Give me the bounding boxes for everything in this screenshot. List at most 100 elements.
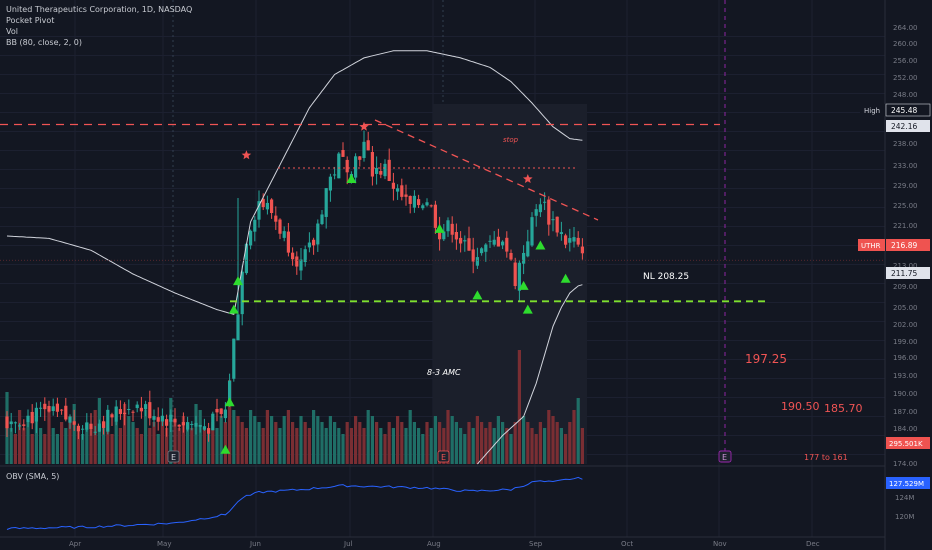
volume-bar: [341, 434, 345, 464]
high-label: High: [864, 107, 880, 115]
volume-bar: [534, 434, 538, 464]
indicator-volume[interactable]: Vol: [6, 27, 18, 36]
volume-bar: [85, 422, 89, 464]
target-190: 190.50: [781, 400, 820, 413]
candle-body: [232, 338, 236, 379]
earnings-marker-2[interactable]: E: [437, 450, 450, 463]
volume-bar: [463, 434, 467, 464]
volume-bar: [404, 428, 408, 464]
volume-bar: [522, 416, 526, 464]
volume-bar: [60, 422, 64, 464]
volume-bar: [207, 434, 211, 464]
price-tick: 205.00: [893, 304, 918, 312]
svg-text:E: E: [441, 453, 446, 462]
candle-body: [194, 422, 198, 427]
earnings-marker-1[interactable]: E: [167, 450, 180, 463]
bb-shade: [433, 104, 587, 464]
candle-body: [139, 407, 143, 412]
volume-bar: [215, 428, 219, 464]
volume-bar: [43, 434, 47, 464]
candle-body: [509, 252, 513, 260]
candle-body: [517, 262, 521, 291]
candle-body: [387, 159, 391, 181]
candle-body: [417, 199, 421, 206]
candle-body: [547, 199, 551, 225]
volume-bar: [181, 416, 185, 464]
candle-body: [446, 220, 450, 232]
volume-bar: [198, 410, 202, 464]
time-tick: Apr: [69, 540, 81, 548]
candle-body: [576, 237, 580, 245]
candle-body: [43, 403, 47, 410]
candle-body: [425, 202, 429, 206]
trend-line: [374, 119, 599, 221]
candle-body: [429, 205, 433, 207]
volume-bar: [22, 428, 26, 464]
obv-value: 127.529M: [889, 480, 924, 488]
obv-tick: 120M: [895, 513, 914, 521]
candle-body: [383, 163, 387, 177]
candle-body: [555, 216, 559, 233]
volume-bar: [152, 422, 156, 464]
earnings-marker-3[interactable]: E: [718, 450, 732, 463]
price-tick: 238.00: [893, 140, 918, 148]
volume-bar: [333, 422, 337, 464]
volume-bars: [5, 350, 584, 464]
volume-bar: [555, 422, 559, 464]
candle-body: [261, 198, 265, 208]
volume-bar: [148, 428, 152, 464]
bollinger-bands: [6, 50, 583, 465]
candle-body: [543, 201, 547, 203]
candle-body: [538, 204, 542, 213]
price-tick: 233.00: [893, 162, 918, 170]
obv-legend[interactable]: OBV (SMA, 5): [6, 472, 60, 481]
candle-body: [26, 415, 30, 423]
volume-bar: [379, 428, 383, 464]
svg-text:E: E: [171, 453, 176, 462]
candle-body: [135, 404, 139, 409]
indicator-bollinger[interactable]: BB (80, close, 2, 0): [6, 38, 82, 47]
candle-body: [471, 249, 475, 262]
volume-bar: [576, 398, 580, 464]
candle-body: [312, 239, 316, 246]
candle-body: [396, 188, 400, 192]
bb-badge: [886, 120, 930, 132]
volume-bar: [526, 422, 530, 464]
volume-bar: [123, 404, 127, 464]
candle-body: [123, 412, 127, 415]
volume-bar: [253, 416, 257, 464]
time-tick: Oct: [621, 540, 633, 548]
candle-body: [370, 152, 374, 177]
volume-bar: [223, 422, 227, 464]
time-axis[interactable]: Apr May Jun Jul Aug Sep Oct Nov Dec: [69, 540, 820, 548]
candle-body: [459, 237, 463, 244]
indicator-pocket-pivot[interactable]: Pocket Pivot: [6, 16, 55, 25]
time-tick: Jul: [343, 540, 353, 548]
price-axis[interactable]: 264.00 260.00 256.00 252.00 248.00 245.48 High…: [858, 0, 932, 550]
candle-body: [13, 422, 17, 424]
volume-bar: [530, 428, 534, 464]
volume-bar: [190, 428, 194, 464]
candle-body: [375, 167, 379, 174]
candle-body: [236, 314, 240, 341]
bb-upper-line: [6, 50, 583, 316]
candle-body: [513, 262, 517, 287]
candle-body: [144, 404, 148, 410]
volume-bar: [139, 434, 143, 464]
volume-bar: [433, 416, 437, 464]
price-tick: 256.00: [893, 57, 918, 65]
time-tick: Nov: [713, 540, 727, 548]
candle-body: [467, 238, 471, 251]
price-tick: 252.00: [893, 74, 918, 82]
candle-body: [274, 215, 278, 222]
volume-bar: [232, 410, 236, 464]
volume-bar: [9, 428, 13, 464]
volume-bar: [559, 428, 563, 464]
price-tick: 213.00: [893, 262, 918, 270]
triangle-marker: [522, 304, 533, 314]
volume-bar: [118, 428, 122, 464]
candle-body: [316, 223, 320, 245]
volume-bar: [362, 428, 366, 464]
volume-bar: [383, 434, 387, 464]
